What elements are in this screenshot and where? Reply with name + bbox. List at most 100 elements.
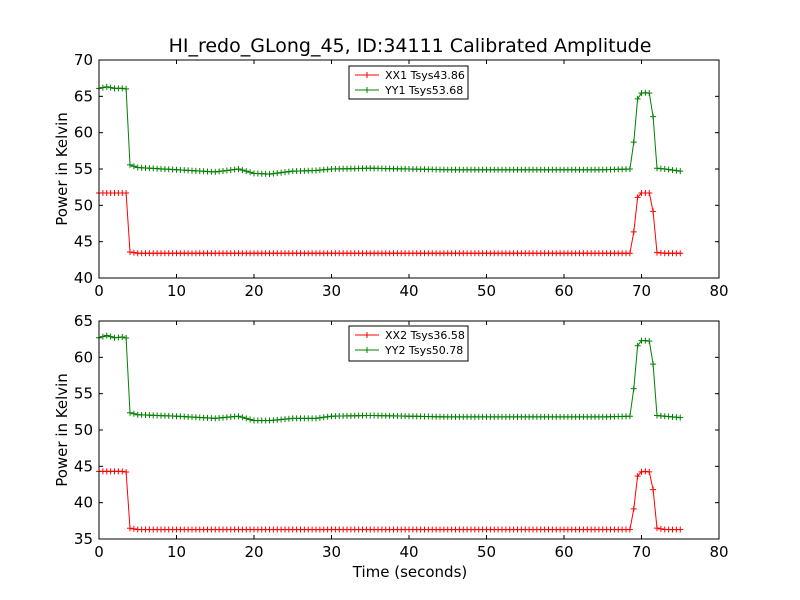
data-point xyxy=(123,85,130,92)
legend-entry: YY1 Tsys53.68 xyxy=(384,84,463,97)
data-point xyxy=(99,84,106,91)
data-point xyxy=(650,208,657,215)
data-point xyxy=(247,416,254,423)
legend-entry: XX1 Tsys43.86 xyxy=(385,69,465,82)
data-point xyxy=(235,413,242,420)
data-point xyxy=(634,194,641,201)
x-axis-label: Time (seconds) xyxy=(352,563,468,581)
data-point xyxy=(324,413,331,420)
y-tick-label: 45 xyxy=(74,457,93,475)
y-tick-label: 55 xyxy=(74,385,93,403)
y-tick-label: 60 xyxy=(74,124,93,142)
legend-entry: YY2 Tsys50.78 xyxy=(384,344,463,357)
y-tick-label: 50 xyxy=(74,196,93,214)
data-point xyxy=(123,335,130,342)
data-point xyxy=(677,168,684,175)
data-point xyxy=(313,415,319,422)
y-tick-label: 45 xyxy=(74,233,93,251)
figure-title: HI_redo_GLong_45, ID:34111 Calibrated Am… xyxy=(169,35,652,57)
data-point xyxy=(650,361,657,368)
x-tick-label: 10 xyxy=(167,543,186,561)
data-point xyxy=(130,249,137,256)
legend-marker xyxy=(364,72,370,78)
y-tick-label: 50 xyxy=(74,421,93,439)
data-point xyxy=(646,189,653,196)
x-tick-label: 70 xyxy=(632,282,651,300)
data-point xyxy=(103,332,110,339)
legend-marker xyxy=(364,87,370,93)
y-tick-label: 70 xyxy=(74,51,93,69)
x-tick-label: 10 xyxy=(167,282,186,300)
series-line-1 xyxy=(99,192,681,254)
data-point xyxy=(677,414,684,421)
data-point xyxy=(634,473,641,480)
legend-marker xyxy=(364,347,370,353)
x-tick-label: 30 xyxy=(322,282,341,300)
data-point xyxy=(130,410,137,417)
data-point xyxy=(127,525,133,532)
data-point xyxy=(243,168,250,175)
legend: XX2 Tsys36.58 YY2 Tsys50.78 xyxy=(348,325,469,362)
data-point xyxy=(247,169,254,176)
data-point xyxy=(123,189,130,196)
data-point xyxy=(123,468,130,475)
x-tick-label: 40 xyxy=(399,543,418,561)
series-line-2 xyxy=(98,86,681,175)
data-point xyxy=(130,163,137,170)
data-point xyxy=(646,338,653,345)
x-tick-label: 70 xyxy=(632,543,651,561)
data-point xyxy=(119,468,126,475)
data-point xyxy=(316,414,323,421)
series-markers-1 xyxy=(96,468,684,533)
data-point xyxy=(661,166,668,172)
data-point xyxy=(127,161,133,168)
data-point xyxy=(650,113,657,120)
legend-entry: XX2 Tsys36.58 xyxy=(385,329,465,342)
x-tick-label: 20 xyxy=(244,282,263,300)
y-tick-label: 40 xyxy=(74,494,93,512)
data-point xyxy=(630,139,637,146)
data-point xyxy=(634,95,641,102)
data-point xyxy=(657,525,664,532)
data-point xyxy=(103,83,110,90)
y-tick-label: 55 xyxy=(74,160,93,178)
data-point xyxy=(630,385,637,392)
data-point xyxy=(127,409,133,416)
x-tick-label: 40 xyxy=(399,282,418,300)
data-point xyxy=(119,333,126,340)
y-tick-label: 40 xyxy=(74,269,93,287)
y-axis-label: Power in Kelvin xyxy=(53,112,71,226)
x-tick-label: 50 xyxy=(477,543,496,561)
series-markers-1 xyxy=(96,189,684,257)
y-tick-label: 60 xyxy=(74,348,93,366)
legend: XX1 Tsys43.86 YY1 Tsys53.68 xyxy=(348,65,469,100)
data-point xyxy=(665,166,672,173)
data-point xyxy=(107,84,114,91)
data-point xyxy=(630,228,637,235)
data-point xyxy=(673,167,680,174)
x-tick-label: 0 xyxy=(94,543,104,561)
series-markers-2 xyxy=(96,83,684,178)
data-point xyxy=(677,526,684,533)
series-line-1 xyxy=(99,470,681,531)
data-point xyxy=(646,90,653,97)
y-tick-label: 35 xyxy=(74,530,93,548)
data-point xyxy=(235,166,242,172)
data-point xyxy=(669,167,676,174)
data-point xyxy=(626,413,633,420)
data-point xyxy=(646,468,653,475)
data-point xyxy=(119,85,126,92)
subplot-bottom: Power in Kelvin Time (seconds) 0 10 20 30 40… xyxy=(53,312,729,581)
data-point xyxy=(654,525,660,532)
data-point xyxy=(626,526,633,533)
data-point xyxy=(630,505,637,512)
x-tick-label: 80 xyxy=(709,543,728,561)
y-tick-label: 65 xyxy=(74,312,93,330)
data-point xyxy=(243,415,250,422)
data-point xyxy=(107,333,114,340)
x-tick-label: 80 xyxy=(709,282,728,300)
data-point xyxy=(677,250,684,257)
legend-marker xyxy=(364,332,370,338)
data-point xyxy=(320,414,327,421)
